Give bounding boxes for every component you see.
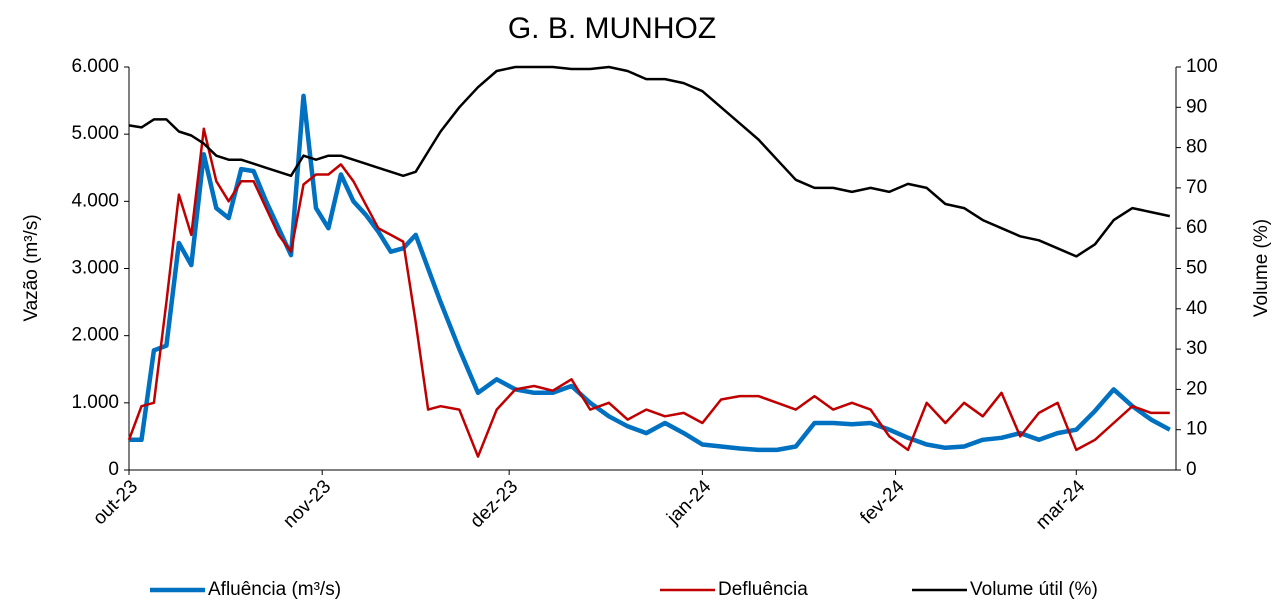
y-axis-label: Vazão (m³/s) <box>21 214 42 321</box>
y-tick-label: 4.000 <box>71 190 119 211</box>
y2-tick-label: 20 <box>1186 378 1207 399</box>
y2-tick-label: 100 <box>1186 56 1218 77</box>
x-tick-label: fev-24 <box>856 476 908 528</box>
y-tick-label: 3.000 <box>71 258 119 279</box>
legend-label: Defluência <box>718 579 808 600</box>
x-tick-label: dez-23 <box>466 476 522 532</box>
series-line <box>128 65 1171 258</box>
y2-tick-label: 0 <box>1186 459 1197 480</box>
y2-tick-label: 90 <box>1186 96 1207 117</box>
y2-tick-label: 70 <box>1186 177 1207 198</box>
y-tick-label: 0 <box>108 459 119 480</box>
x-tick-label: jan-24 <box>663 476 716 529</box>
y-tick-label: 1.000 <box>71 392 119 413</box>
y2-tick-label: 60 <box>1186 217 1207 238</box>
y-tick-label: 2.000 <box>71 325 119 346</box>
y2-tick-label: 40 <box>1186 298 1207 319</box>
series-line <box>127 127 1170 458</box>
x-tick-label: out-23 <box>89 476 142 529</box>
y2-tick-label: 50 <box>1186 258 1207 279</box>
y2-tick-label: 30 <box>1186 338 1207 359</box>
y-tick-label: 5.000 <box>71 123 119 144</box>
y2-tick-label: 10 <box>1186 419 1207 440</box>
x-tick-label: nov-23 <box>279 476 335 532</box>
series-line <box>129 93 1171 453</box>
chart-title: G. B. MUNHOZ <box>508 12 716 45</box>
y-tick-label: 6.000 <box>71 56 119 77</box>
legend-label: Volume útil (%) <box>970 579 1098 600</box>
legend-label: Afluência (m³/s) <box>208 579 341 600</box>
y2-axis-label: Volume (%) <box>1251 219 1272 317</box>
y2-tick-label: 80 <box>1186 137 1207 158</box>
x-tick-label: mar-24 <box>1032 476 1090 534</box>
